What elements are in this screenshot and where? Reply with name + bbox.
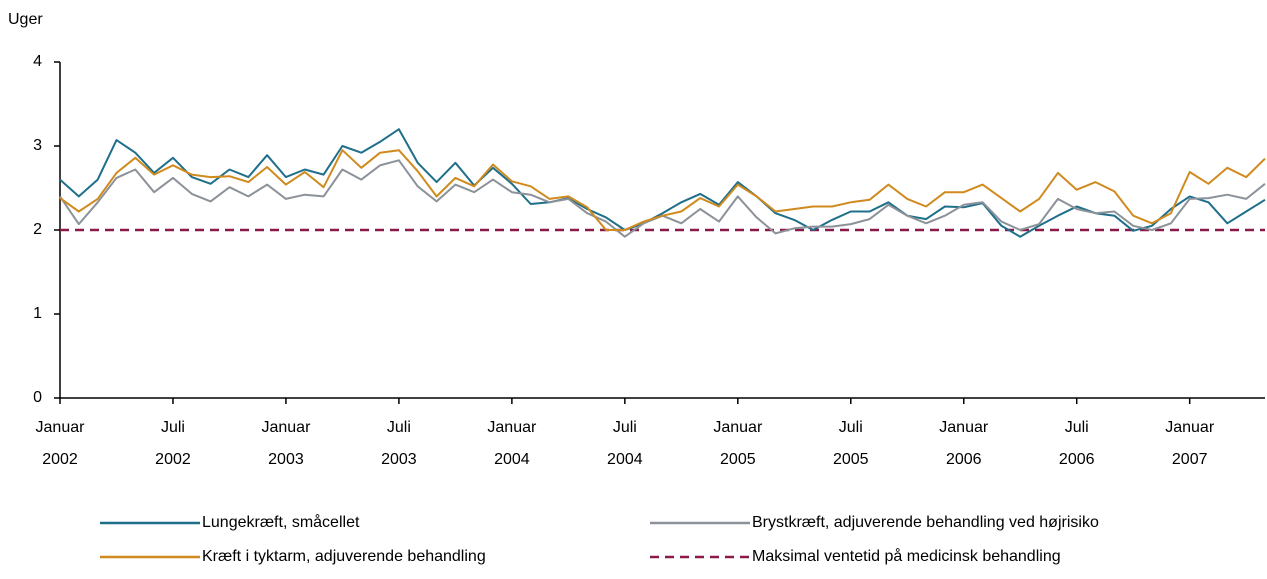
y-tick-label: 0 bbox=[33, 389, 42, 406]
y-tick-label: 4 bbox=[33, 53, 42, 70]
x-tick-label: Juli 2006 bbox=[1059, 419, 1095, 468]
x-tick-label: Januar 2005 bbox=[713, 419, 763, 468]
x-tick-label: Juli 2005 bbox=[833, 419, 869, 468]
x-tick-label: Januar 2003 bbox=[261, 419, 311, 468]
x-tick-label: Januar 2007 bbox=[1165, 419, 1215, 468]
series-line bbox=[59, 149, 1266, 231]
legend-label: Kræft i tyktarm, adjuverende behandling bbox=[202, 548, 486, 565]
y-tick-label: 1 bbox=[33, 305, 42, 322]
series-line bbox=[59, 128, 1266, 238]
x-tick-label: Januar 2004 bbox=[487, 419, 537, 468]
y-tick-label: 2 bbox=[33, 221, 42, 238]
legend-label: Lungekræft, småcellet bbox=[202, 513, 360, 531]
y-axis-label: Uger bbox=[8, 11, 43, 28]
legend-label: Brystkræft, adjuverende behandling ved h… bbox=[752, 514, 1099, 531]
x-tick-label: Januar 2002 bbox=[36, 419, 86, 468]
x-tick-label: Januar 2006 bbox=[939, 419, 989, 468]
series-line bbox=[59, 159, 1266, 238]
x-tick-label: Juli 2004 bbox=[607, 419, 643, 468]
x-tick-label: Juli 2003 bbox=[381, 419, 417, 468]
legend-label: Maksimal ventetid på medicinsk behandlin… bbox=[752, 547, 1061, 565]
x-tick-label: Juli 2002 bbox=[155, 419, 191, 468]
y-tick-label: 3 bbox=[33, 137, 42, 154]
